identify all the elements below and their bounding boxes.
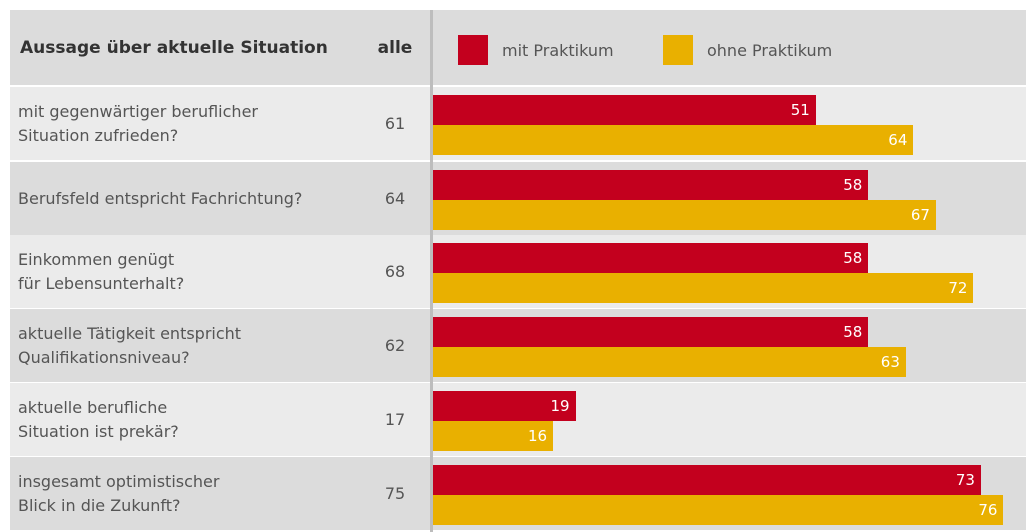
bar	[433, 465, 981, 495]
total-value: 61	[384, 114, 406, 133]
bar	[433, 170, 869, 200]
category-label: insgesamt optimistischer Blick in die Zu…	[18, 471, 220, 515]
legend-label: ohne Praktikum	[707, 40, 833, 60]
bar	[433, 125, 914, 155]
value-label: 72	[948, 279, 968, 297]
value-label: 67	[910, 206, 930, 224]
legend-swatch	[663, 35, 693, 65]
divider	[430, 10, 433, 532]
bar	[433, 391, 576, 421]
category-label: Einkommen genügt für Lebensunterhalt?	[18, 249, 185, 293]
total-value: 17	[384, 410, 406, 429]
bar	[433, 317, 869, 347]
header-row	[10, 10, 1026, 85]
value-label: 58	[843, 176, 863, 194]
bar	[433, 273, 974, 303]
value-label: 16	[528, 427, 548, 445]
legend-label: mit Praktikum	[502, 40, 614, 60]
value-label: 64	[888, 131, 908, 149]
bar	[433, 200, 936, 230]
category-label: aktuelle Tätigkeit entspricht Qualifikat…	[18, 323, 242, 367]
value-label: 73	[955, 471, 975, 489]
bar	[433, 421, 554, 451]
value-label: 76	[978, 501, 998, 519]
value-label: 58	[843, 249, 863, 267]
bar	[433, 243, 869, 273]
table-header: Aussage über aktuelle Situation	[20, 37, 328, 58]
total-value: 64	[384, 189, 406, 208]
category-label: aktuelle berufliche Situation ist prekär…	[18, 397, 179, 441]
value-label: 19	[550, 397, 570, 415]
total-value: 62	[384, 336, 406, 355]
value-label: 63	[880, 353, 900, 371]
value-label: 58	[843, 323, 863, 341]
category-label: mit gegenwärtiger beruflicher Situation …	[18, 101, 258, 145]
total-header: alle	[377, 37, 413, 58]
bar	[433, 495, 1004, 525]
value-label: 51	[790, 101, 810, 119]
total-value: 75	[384, 484, 406, 503]
total-value: 68	[384, 262, 406, 281]
category-label: Berufsfeld entspricht Fachrichtung?	[18, 188, 303, 208]
legend-swatch	[458, 35, 488, 65]
bar	[433, 347, 906, 377]
bar	[433, 95, 816, 125]
